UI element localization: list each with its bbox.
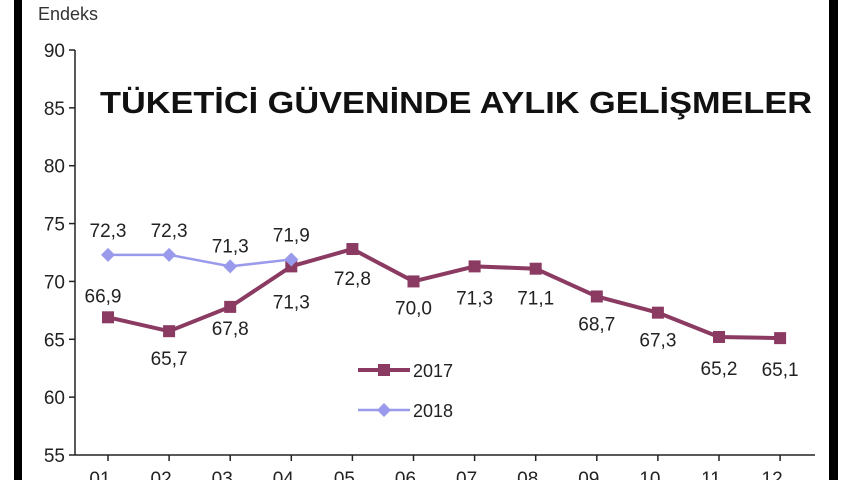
data-point-2017 bbox=[713, 330, 725, 343]
data-point-2018 bbox=[162, 247, 177, 262]
y-axis-label: Endeks bbox=[38, 4, 98, 24]
data-label-2017: 71,1 bbox=[517, 289, 554, 310]
y-tick-label: 70 bbox=[44, 272, 65, 293]
x-tick-label: 12 bbox=[762, 469, 783, 480]
legend-label-2017: 2017 bbox=[413, 361, 453, 381]
x-tick-label: 03 bbox=[212, 469, 233, 480]
data-label-2017: 68,7 bbox=[578, 314, 615, 335]
series-line-2018 bbox=[108, 253, 292, 268]
frame-right-border bbox=[829, 0, 838, 480]
data-label-2018: 71,3 bbox=[212, 236, 249, 257]
x-tick-label: 08 bbox=[517, 469, 538, 480]
legend-marker-2018 bbox=[377, 403, 391, 417]
data-point-2018 bbox=[101, 247, 115, 262]
y-tick-label: 65 bbox=[44, 330, 65, 351]
x-tick-label: 01 bbox=[89, 469, 110, 480]
y-tick-label: 55 bbox=[44, 446, 65, 467]
data-label-2017: 70,0 bbox=[395, 298, 432, 319]
data-label-2017: 66,9 bbox=[85, 286, 122, 307]
y-tick-label: 60 bbox=[44, 388, 65, 409]
data-point-2017 bbox=[346, 243, 359, 256]
data-point-2017 bbox=[224, 300, 237, 313]
x-tick-label: 05 bbox=[334, 469, 355, 480]
frame-left-border bbox=[14, 0, 22, 480]
data-point-2017 bbox=[590, 290, 603, 303]
y-tick-label: 75 bbox=[44, 215, 65, 236]
data-label-2018: 72,3 bbox=[151, 221, 188, 242]
y-tick-label: 90 bbox=[44, 41, 65, 62]
data-label-2017: 67,3 bbox=[639, 331, 676, 352]
data-point-2017 bbox=[163, 325, 176, 338]
legend-marker-2017 bbox=[378, 364, 390, 376]
data-point-2017 bbox=[774, 332, 787, 345]
chart-title: TÜKETİCİ GÜVENİNDE AYLIK GELİŞMELER bbox=[100, 85, 812, 120]
y-tick-label: 80 bbox=[44, 157, 65, 178]
y-tick-label: 85 bbox=[44, 99, 65, 120]
x-tick-label: 11 bbox=[701, 469, 721, 480]
x-tick-label: 06 bbox=[395, 469, 416, 480]
x-tick-label: 04 bbox=[273, 469, 295, 480]
data-label-2018: 72,3 bbox=[90, 221, 127, 242]
data-label-2017: 71,3 bbox=[456, 288, 493, 309]
data-label-2017: 67,8 bbox=[212, 319, 249, 340]
data-label-2017: 65,2 bbox=[701, 359, 738, 380]
x-tick-label: 02 bbox=[151, 469, 172, 480]
data-point-2017 bbox=[529, 262, 542, 275]
x-tick-label: 07 bbox=[456, 469, 477, 480]
data-label-2017: 71,3 bbox=[273, 292, 310, 313]
data-point-2017 bbox=[468, 260, 481, 273]
x-tick-label: 09 bbox=[578, 469, 599, 480]
data-label-2017: 65,7 bbox=[151, 349, 188, 370]
data-label-2017: 72,8 bbox=[334, 269, 371, 290]
data-point-2017 bbox=[102, 311, 114, 324]
data-point-2017 bbox=[651, 306, 664, 319]
data-label-2018: 71,9 bbox=[273, 225, 310, 246]
data-point-2017 bbox=[407, 275, 420, 288]
data-label-2017: 65,1 bbox=[762, 360, 799, 381]
x-tick-label: 10 bbox=[639, 469, 660, 480]
data-point-2018 bbox=[284, 252, 299, 267]
legend-label-2018: 2018 bbox=[413, 401, 453, 421]
data-point-2018 bbox=[223, 259, 238, 274]
series-line-2017 bbox=[107, 246, 781, 341]
